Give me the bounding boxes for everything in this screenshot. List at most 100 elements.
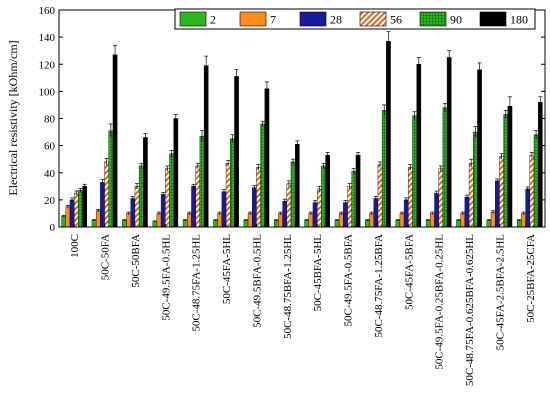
bar-2-15 <box>517 220 522 228</box>
bar-180-0 <box>82 186 87 228</box>
bar-28-4 <box>191 186 196 228</box>
bar-7-9 <box>338 213 344 228</box>
legend: 2 7 28 56 90 180 <box>174 8 536 30</box>
bar-7-14 <box>490 211 496 228</box>
bar-56-1 <box>104 161 109 228</box>
x-tick-label: 50C-49.5FA-0.25BFA-0.25HL <box>434 234 446 370</box>
bar-180-1 <box>112 54 118 228</box>
x-tick-label: 50C-50FA <box>100 234 112 280</box>
bar-90-1 <box>108 130 114 228</box>
bar-7-11 <box>399 213 405 228</box>
bar-90-8 <box>321 165 326 228</box>
bar-180-4 <box>203 65 209 228</box>
legend-swatch-28 <box>299 11 327 27</box>
x-tick-label: 50C-48.75FA-0.625BFA-0.625HL <box>464 234 476 386</box>
bar-28-12 <box>434 192 439 228</box>
bar-90-15 <box>533 134 539 228</box>
bar-28-15 <box>525 188 531 228</box>
y-tick-label: 160 <box>39 5 56 17</box>
x-tick-label: 50C-45FA-5HL <box>221 234 233 304</box>
bar-56-8 <box>316 188 322 228</box>
y-tick-label: 80 <box>44 114 56 126</box>
bar-2-4 <box>182 220 188 228</box>
bar-180-14 <box>507 106 513 228</box>
bar-56-2 <box>134 186 140 228</box>
bar-28-11 <box>403 199 409 228</box>
bar-28-6 <box>252 187 257 228</box>
x-tick-label: 50C-45FA-2.5BFA-2.5HL <box>494 234 506 351</box>
x-tick-label: 50C-25BFA-25CFA <box>525 234 537 323</box>
y-axis-title: Electrical resistivity [kOhm/cm] <box>6 40 20 195</box>
bar-56-11 <box>408 167 413 228</box>
bar-28-3 <box>160 194 166 228</box>
bar-2-6 <box>243 220 249 228</box>
bar-90-13 <box>473 131 478 228</box>
bar-7-5 <box>217 213 223 228</box>
bar-56-14 <box>499 156 504 228</box>
bar-28-8 <box>312 202 318 228</box>
legend-label-180: 180 <box>510 13 528 27</box>
bar-28-10 <box>373 198 379 228</box>
bar-180-6 <box>264 88 270 228</box>
bar-90-7 <box>290 161 296 228</box>
legend-label-90: 90 <box>450 13 462 27</box>
bar-180-7 <box>295 144 300 228</box>
bar-28-7 <box>282 201 288 228</box>
bar-180-9 <box>355 154 361 228</box>
bar-180-11 <box>416 64 422 228</box>
y-tick-label: 100 <box>39 86 56 98</box>
bar-90-6 <box>260 123 266 228</box>
x-tick-label: 50C-45FA-5BFA <box>403 234 415 310</box>
x-tick-label: 50C-48.75FA-1.25HL <box>191 234 203 332</box>
bar-7-13 <box>460 213 466 228</box>
bar-56-4 <box>195 165 201 228</box>
legend-swatch-7 <box>239 11 267 27</box>
bar-7-1 <box>95 210 101 228</box>
bar-2-9 <box>334 220 340 228</box>
bar-28-2 <box>130 198 136 228</box>
bar-2-12 <box>425 220 431 228</box>
bar-90-10 <box>381 110 387 228</box>
bar-28-9 <box>343 202 348 228</box>
bar-56-15 <box>529 154 535 228</box>
bar-7-0 <box>65 206 71 228</box>
x-tick-label: 50C-49.5FA-0.5HL <box>160 234 172 321</box>
y-tick-label: 0 <box>50 222 56 234</box>
bar-56-9 <box>347 186 352 228</box>
bar-2-2 <box>122 220 127 228</box>
bar-2-13 <box>456 220 461 228</box>
bar-2-14 <box>486 220 492 228</box>
y-tick-label: 20 <box>44 195 56 207</box>
bar-90-11 <box>412 115 417 228</box>
bar-7-8 <box>308 213 314 228</box>
bar-28-13 <box>464 196 470 228</box>
bar-7-15 <box>521 213 526 228</box>
bar-90-2 <box>138 165 144 228</box>
bar-90-9 <box>351 171 357 228</box>
bar-28-5 <box>221 191 227 228</box>
bar-2-0 <box>61 215 66 228</box>
y-tick-label: 140 <box>39 32 56 44</box>
bar-28-14 <box>495 180 500 228</box>
bar-180-8 <box>325 154 330 228</box>
bar-56-0 <box>73 192 79 228</box>
bar-7-12 <box>430 213 435 228</box>
legend-label-28: 28 <box>330 13 342 27</box>
bar-7-3 <box>156 213 162 228</box>
bar-56-5 <box>225 163 231 228</box>
bar-56-12 <box>438 168 444 228</box>
legend-swatch-56 <box>359 11 387 27</box>
y-tick-label: 40 <box>44 168 56 180</box>
bar-56-10 <box>377 164 383 228</box>
bar-180-12 <box>446 57 452 228</box>
bar-2-3 <box>152 221 158 228</box>
bar-90-3 <box>169 153 174 228</box>
bar-90-5 <box>230 138 235 228</box>
bar-180-5 <box>234 76 239 228</box>
bar-180-3 <box>173 118 179 228</box>
bar-7-7 <box>278 213 283 228</box>
legend-label-56: 56 <box>390 13 402 27</box>
legend-swatch-2 <box>179 11 207 27</box>
bar-90-14 <box>503 114 509 228</box>
